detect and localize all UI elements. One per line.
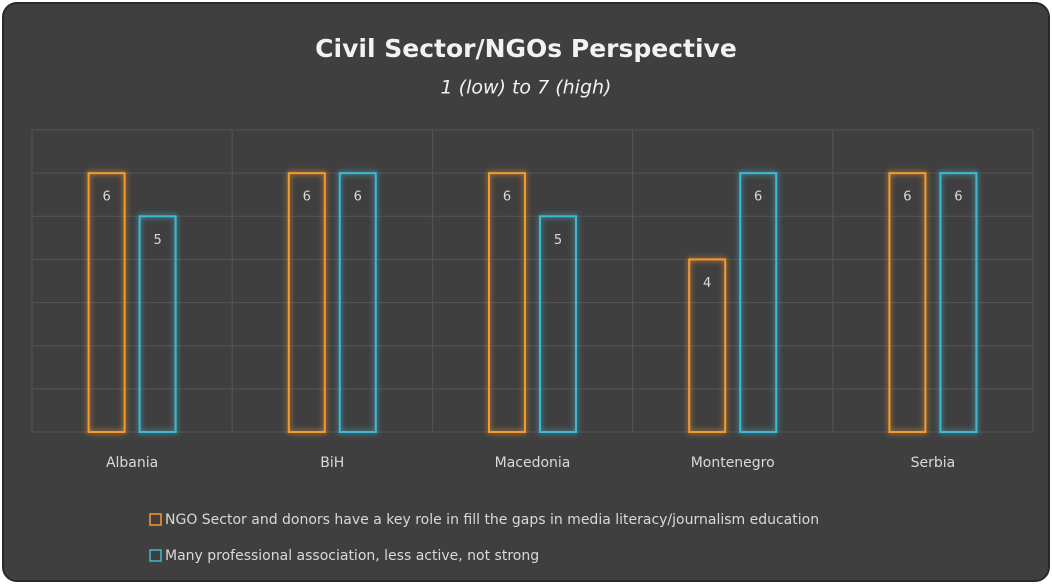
data-label: 6 (303, 190, 311, 205)
data-label: 5 (554, 233, 562, 248)
data-label: 6 (354, 190, 362, 205)
data-label: 6 (503, 190, 511, 205)
data-label: 6 (102, 190, 110, 205)
chart-title: Civil Sector/NGOs Perspective (315, 34, 737, 63)
chart-subtitle: 1 (low) to 7 (high) (441, 77, 612, 99)
bar (488, 172, 526, 433)
bar (87, 172, 126, 433)
bar (939, 172, 978, 433)
bar (688, 258, 727, 433)
bar (138, 215, 177, 433)
data-label: 6 (754, 190, 762, 205)
bar (739, 172, 778, 433)
x-tick-label: Serbia (911, 455, 956, 471)
legend-label: Many professional association, less acti… (165, 548, 539, 564)
legend-label: NGO Sector and donors have a key role in… (165, 512, 819, 528)
x-tick-label: Albania (106, 455, 158, 471)
data-label: 5 (153, 233, 161, 248)
bar (338, 172, 377, 433)
data-label: 6 (954, 190, 962, 205)
data-label: 4 (703, 276, 711, 291)
x-tick-label: Montenegro (691, 455, 775, 471)
legend-swatch (149, 513, 162, 526)
x-tick-label: BiH (320, 455, 344, 471)
bar (539, 215, 577, 433)
legend-swatch (149, 549, 162, 562)
bar (888, 172, 927, 433)
data-label: 6 (903, 190, 911, 205)
x-tick-label: Macedonia (495, 455, 571, 471)
bar (287, 172, 326, 433)
